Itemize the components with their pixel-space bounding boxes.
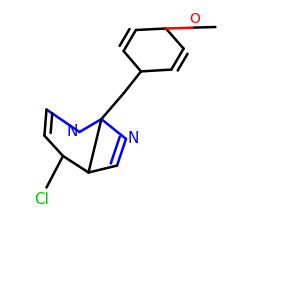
- Text: N: N: [128, 131, 139, 146]
- Text: N: N: [66, 124, 78, 140]
- Text: Cl: Cl: [34, 192, 50, 207]
- Text: O: O: [189, 12, 200, 26]
